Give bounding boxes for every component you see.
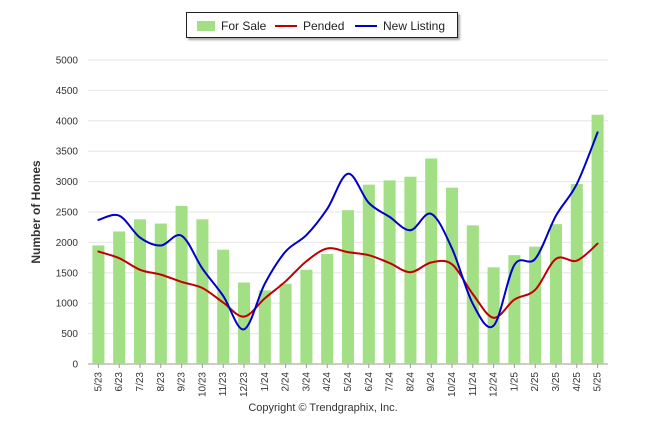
legend-swatch-pended bbox=[275, 25, 297, 27]
x-tick-label: 8/23 bbox=[156, 372, 167, 392]
bar-for-sale bbox=[445, 187, 459, 364]
bar-for-sale bbox=[113, 231, 126, 364]
x-tick-label: 3/25 bbox=[551, 372, 562, 392]
x-tick-label: 10/23 bbox=[197, 372, 208, 397]
copyright-text: Copyright © Trendgraphix, Inc. bbox=[248, 402, 398, 414]
bar-for-sale bbox=[425, 158, 438, 364]
x-tick-label: 5/24 bbox=[343, 372, 354, 392]
y-tick-label: 2500 bbox=[56, 208, 79, 219]
bar-for-sale bbox=[591, 114, 604, 364]
bar-for-sale bbox=[549, 224, 563, 364]
y-tick-label: 3000 bbox=[56, 177, 79, 188]
bar-for-sale bbox=[175, 205, 188, 364]
x-tick-label: 2/25 bbox=[530, 372, 541, 392]
bar-for-sale bbox=[154, 223, 167, 364]
y-tick-label: 500 bbox=[61, 329, 78, 340]
legend-label-for-sale: For Sale bbox=[221, 19, 267, 33]
bar-for-sale bbox=[529, 246, 542, 364]
line-pended bbox=[97, 242, 599, 319]
x-tick-label: 3/24 bbox=[301, 372, 312, 392]
x-tick-label: 4/24 bbox=[322, 372, 333, 392]
legend-swatch-for-sale bbox=[197, 21, 215, 31]
line-layer bbox=[97, 131, 599, 331]
x-tick-label: 12/23 bbox=[239, 372, 250, 397]
legend: For Sale Pended New Listing bbox=[186, 12, 458, 38]
bar-for-sale bbox=[92, 245, 105, 364]
bar-for-sale bbox=[383, 180, 396, 364]
tick-layer: 0 500 1000 1500 2000 2500 3000 3500 4000 4500 5000… bbox=[56, 56, 604, 398]
bar-for-sale bbox=[404, 176, 417, 364]
bar-for-sale bbox=[300, 269, 313, 364]
bar-for-sale bbox=[570, 184, 583, 364]
y-axis-label: Number of Homes bbox=[29, 160, 43, 264]
bar-for-sale bbox=[217, 249, 230, 364]
line-new-listing bbox=[97, 131, 599, 331]
legend-label-new-listing: New Listing bbox=[383, 19, 446, 33]
x-tick-label: 7/24 bbox=[385, 372, 396, 392]
bar-for-sale bbox=[362, 184, 375, 364]
bar-layer bbox=[92, 114, 604, 364]
x-tick-label: 9/23 bbox=[177, 372, 188, 392]
x-tick-label: 5/25 bbox=[593, 372, 604, 392]
legend-label-pended: Pended bbox=[303, 19, 345, 33]
legend-item-pended: Pended bbox=[275, 18, 344, 34]
legend-item-new-listing: New Listing bbox=[355, 18, 445, 34]
x-tick-label: 6/23 bbox=[114, 372, 125, 392]
x-tick-label: 7/23 bbox=[135, 372, 146, 392]
x-tick-label: 10/24 bbox=[447, 372, 458, 397]
bar-for-sale bbox=[508, 255, 521, 364]
x-tick-label: 5/23 bbox=[93, 372, 104, 392]
bar-for-sale bbox=[321, 253, 334, 364]
y-tick-label: 1000 bbox=[56, 299, 79, 310]
x-tick-label: 11/23 bbox=[218, 372, 229, 397]
legend-swatch-new-listing bbox=[355, 25, 377, 27]
x-tick-label: 6/24 bbox=[364, 372, 375, 392]
y-tick-label: 1500 bbox=[56, 268, 79, 279]
x-tick-label: 1/25 bbox=[509, 372, 520, 392]
x-tick-label: 2/24 bbox=[281, 372, 292, 392]
x-tick-label: 4/25 bbox=[572, 372, 583, 392]
axis-layer bbox=[88, 363, 608, 368]
bar-for-sale bbox=[258, 290, 271, 364]
x-tick-label: 11/24 bbox=[468, 372, 479, 397]
bar-for-sale bbox=[279, 283, 292, 364]
x-tick-label: 12/24 bbox=[489, 372, 500, 397]
bar-for-sale bbox=[237, 282, 251, 364]
y-tick-label: 2000 bbox=[56, 238, 79, 249]
bar-for-sale bbox=[487, 267, 500, 364]
y-tick-label: 4500 bbox=[56, 86, 79, 97]
bar-for-sale bbox=[196, 219, 209, 364]
y-tick-label: 3500 bbox=[56, 147, 79, 158]
y-tick-label: 4000 bbox=[56, 116, 79, 127]
x-tick-label: 9/24 bbox=[426, 372, 437, 392]
x-tick-label: 1/24 bbox=[260, 372, 271, 392]
y-tick-label: 0 bbox=[72, 360, 78, 371]
bar-for-sale bbox=[133, 219, 147, 364]
y-tick-label: 5000 bbox=[56, 56, 79, 67]
legend-item-for-sale: For Sale bbox=[197, 18, 266, 34]
x-tick-label: 8/24 bbox=[405, 372, 416, 392]
bar-for-sale bbox=[341, 210, 355, 364]
